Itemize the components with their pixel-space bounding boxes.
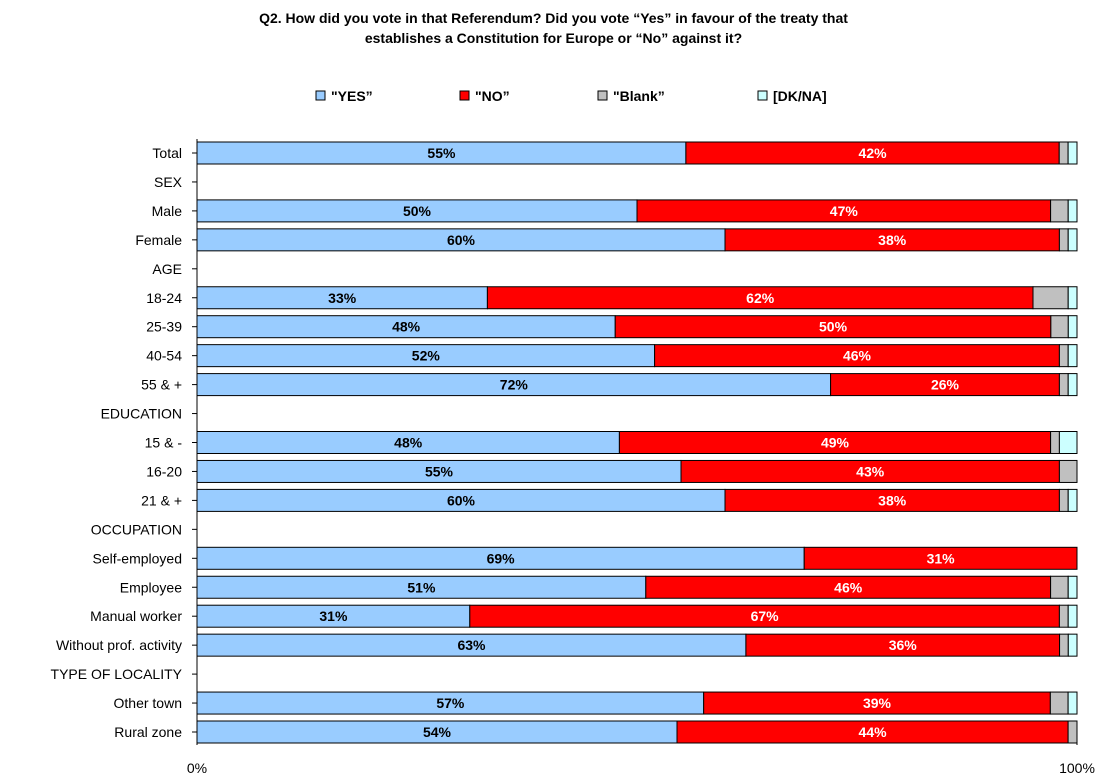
data-label-no-manual-worker: 67% <box>751 608 780 624</box>
data-label-no-self-employed: 31% <box>927 550 956 566</box>
data-label-no-female: 38% <box>878 232 907 248</box>
data-label-yes-25-39: 48% <box>392 319 421 335</box>
category-label-16-20: 16-20 <box>146 463 182 479</box>
data-label-no-other-town: 39% <box>863 695 892 711</box>
chart-title: Q2. How did you vote in that Referendum?… <box>0 8 1107 48</box>
bar-dk-na-25-39 <box>1067 315 1078 339</box>
bar-blank-manual-worker <box>1058 604 1069 628</box>
bar-dk-na-manual-worker <box>1067 604 1078 628</box>
category-label-manual-worker: Manual worker <box>90 608 182 624</box>
category-label-self-employed: Self-employed <box>93 550 183 566</box>
data-label-yes-total: 55% <box>427 145 456 161</box>
data-label-yes-other-town: 57% <box>436 695 465 711</box>
category-label-sex: SEX <box>154 174 183 190</box>
bar-blank-21 <box>1058 488 1069 512</box>
legend-label-blank: "Blank” <box>613 88 665 104</box>
bar-blank-employee <box>1050 575 1069 599</box>
bar-dk-na-18-24 <box>1067 286 1078 310</box>
data-label-no-55: 26% <box>931 377 960 393</box>
data-label-yes-manual-worker: 31% <box>319 608 348 624</box>
bar-blank-total <box>1058 141 1069 165</box>
category-label-21: 21 & + <box>141 492 182 508</box>
category-label-other-town: Other town <box>114 695 182 711</box>
bar-no-self-employed <box>803 546 1078 570</box>
data-label-no-18-24: 62% <box>746 290 775 306</box>
data-label-yes-self-employed: 69% <box>487 550 516 566</box>
data-label-no-employee: 46% <box>834 579 863 595</box>
bar-blank-15 <box>1050 431 1060 454</box>
category-label-rural-zone: Rural zone <box>114 724 182 740</box>
data-label-yes-rural-zone: 54% <box>423 724 452 740</box>
data-label-yes-without-prof-activity: 63% <box>457 637 486 653</box>
category-label-18-24: 18-24 <box>146 290 182 306</box>
data-label-yes-female: 60% <box>447 232 476 248</box>
data-label-no-rural-zone: 44% <box>859 724 888 740</box>
bar-dk-na-employee <box>1067 575 1078 599</box>
category-label-occupation: OCCUPATION <box>91 521 182 537</box>
bar-blank-rural-zone <box>1067 720 1078 744</box>
category-label-25-39: 25-39 <box>146 319 182 335</box>
bar-blank-25-39 <box>1050 315 1069 339</box>
data-label-no-total: 42% <box>859 145 888 161</box>
bar-blank-16-20 <box>1058 459 1078 483</box>
data-label-yes-18-24: 33% <box>328 290 357 306</box>
category-label-male: Male <box>152 203 183 219</box>
bar-blank-male <box>1050 199 1069 223</box>
bar-dk-na-without-prof-activity <box>1067 633 1078 657</box>
legend-swatch-dk-na <box>757 90 768 101</box>
title-line-1: Q2. How did you vote in that Referendum?… <box>259 10 848 26</box>
category-label-55: 55 & + <box>141 377 182 393</box>
bar-blank-without-prof-activity <box>1059 633 1069 657</box>
legend-label-no: "NO” <box>475 88 510 104</box>
data-label-no-male: 47% <box>830 203 859 219</box>
data-label-yes-40-54: 52% <box>412 348 441 364</box>
bar-dk-na-male <box>1067 199 1078 223</box>
bar-dk-na-21 <box>1067 488 1078 512</box>
bar-dk-na-total <box>1067 141 1078 165</box>
data-label-yes-16-20: 55% <box>425 463 454 479</box>
category-label-age: AGE <box>152 261 182 277</box>
category-label-without-prof-activity: Without prof. activity <box>56 637 182 653</box>
category-label-40-54: 40-54 <box>146 348 182 364</box>
data-label-no-40-54: 46% <box>843 348 872 364</box>
category-label-employee: Employee <box>120 579 182 595</box>
legend-swatch-no <box>459 90 470 101</box>
bar-blank-55 <box>1058 373 1069 397</box>
data-label-yes-employee: 51% <box>407 579 436 595</box>
bar-dk-na-40-54 <box>1067 344 1078 368</box>
x-tick-label-100: 100% <box>1059 760 1095 776</box>
bar-dk-na-female <box>1067 228 1078 252</box>
category-label-15: 15 & - <box>145 435 183 451</box>
bar-blank-18-24 <box>1032 286 1069 310</box>
x-tick-label-0: 0% <box>187 760 207 776</box>
title-line-2: establishes a Constitution for Europe or… <box>364 30 743 46</box>
category-label-female: Female <box>135 232 182 248</box>
data-label-yes-15: 48% <box>394 435 423 451</box>
data-label-no-without-prof-activity: 36% <box>889 637 918 653</box>
bar-blank-40-54 <box>1058 344 1069 368</box>
data-label-no-25-39: 50% <box>819 319 848 335</box>
legend-swatch-blank <box>597 90 608 101</box>
legend-label-dk-na: [DK/NA] <box>773 88 827 104</box>
data-label-yes-21: 60% <box>447 492 476 508</box>
data-label-no-15: 49% <box>821 435 850 451</box>
data-label-no-16-20: 43% <box>856 463 885 479</box>
data-label-yes-55: 72% <box>500 377 529 393</box>
bar-dk-na-15 <box>1058 431 1078 454</box>
bar-dk-na-other-town <box>1067 691 1078 715</box>
data-label-no-21: 38% <box>878 492 907 508</box>
bar-blank-female <box>1058 228 1069 252</box>
bar-dk-na-55 <box>1067 373 1078 397</box>
bar-blank-other-town <box>1049 691 1069 715</box>
legend-swatch-yes <box>315 90 326 101</box>
category-label-total: Total <box>152 145 182 161</box>
category-label-type-of-locality: TYPE OF LOCALITY <box>51 666 183 682</box>
legend-label-yes: "YES” <box>331 88 373 104</box>
category-label-education: EDUCATION <box>101 406 182 422</box>
data-label-yes-male: 50% <box>403 203 432 219</box>
